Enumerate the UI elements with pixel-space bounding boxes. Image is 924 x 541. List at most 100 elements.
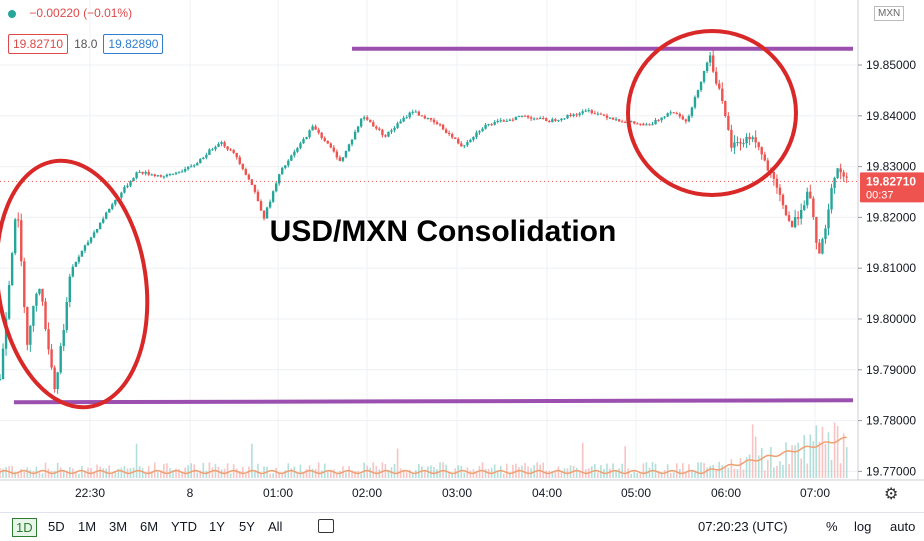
candle-body [475, 132, 478, 137]
volume-bar [797, 442, 799, 478]
timeframe-5y[interactable]: 5Y [239, 519, 255, 534]
volume-bar [475, 471, 478, 478]
volume-bar [697, 462, 699, 478]
candle-body [177, 172, 181, 174]
utc-clock[interactable]: 07:20:23 (UTC) [698, 519, 788, 534]
candle-body [711, 55, 715, 72]
volume-bar [785, 442, 787, 478]
volume-bar [284, 470, 287, 478]
volume-bar [694, 470, 696, 478]
volume-bar [527, 466, 529, 478]
timeframe-1y[interactable]: 1Y [209, 519, 225, 534]
candle-body [220, 142, 223, 144]
volume-bar [682, 463, 684, 478]
gear-icon[interactable]: ⚙ [884, 486, 899, 503]
candle-body [815, 217, 818, 243]
candle-body [372, 122, 375, 127]
volume-bar [93, 473, 95, 478]
volume-bar [806, 463, 809, 478]
candle-body [699, 81, 703, 91]
candle-body [89, 237, 93, 243]
volume-bar [773, 467, 775, 478]
candle-body [7, 284, 11, 319]
volume-bar [405, 472, 408, 478]
candle-body [120, 192, 123, 198]
candle-body [65, 302, 68, 331]
bid-button[interactable]: 19.82710 [8, 34, 69, 54]
candle-body [396, 123, 399, 128]
candle-body [639, 123, 642, 125]
timeframe-1d[interactable]: 1D [12, 518, 37, 537]
volume-bar [208, 462, 211, 478]
auto-toggle[interactable]: auto [890, 519, 916, 534]
volume-bar [630, 473, 633, 478]
price-scale [858, 0, 924, 480]
candle-body [423, 116, 427, 119]
volume-bar [818, 441, 821, 478]
candle-body [101, 218, 105, 223]
volume-bar [114, 471, 117, 478]
timeframe-all[interactable]: All [268, 519, 283, 534]
volume-bar [521, 465, 523, 478]
candle-body [171, 173, 175, 175]
x-tick-label: 06:00 [711, 486, 741, 500]
timeframe-3m[interactable]: 3M [109, 519, 128, 534]
x-tick-label: 03:00 [442, 486, 472, 500]
candle-body [651, 124, 654, 126]
candle-body [329, 143, 332, 148]
volume-bar [99, 466, 101, 478]
support-line [13, 398, 854, 405]
calendar-icon[interactable] [318, 519, 334, 533]
volume-bar [117, 468, 120, 478]
candle-body [708, 55, 712, 63]
log-toggle[interactable]: log [854, 519, 872, 534]
ask-button[interactable]: 19.82890 [103, 34, 164, 54]
timeframe-6m[interactable]: 6M [140, 519, 159, 534]
candle-body [359, 118, 363, 127]
volume-bar [636, 473, 639, 478]
candle-body [123, 187, 126, 193]
candle-body [587, 110, 590, 112]
volume-bar [845, 447, 848, 478]
candle-body [554, 119, 557, 121]
candle-body [284, 165, 287, 168]
volume-bar [748, 454, 751, 478]
candle-body [690, 107, 694, 117]
volume-bar [251, 443, 253, 478]
volume-bar [609, 468, 611, 478]
candle-body [775, 178, 779, 188]
timeframe-ytd[interactable]: YTD [171, 519, 197, 534]
y-tick-label: 19.85000 [866, 58, 916, 72]
volume-bar [754, 436, 757, 478]
volume-bar [329, 469, 332, 478]
candle-body [20, 220, 23, 262]
candle-body [590, 110, 593, 114]
volume-bar [333, 469, 335, 478]
volume-bar [639, 473, 642, 478]
volume-bar [833, 422, 836, 478]
volume-bar [150, 471, 153, 478]
volume-bar [178, 469, 180, 478]
timeframe-5d[interactable]: 5D [48, 519, 65, 534]
candle-body [648, 124, 651, 126]
candle-body [205, 154, 208, 158]
volume-bar [163, 464, 165, 478]
volume-bar [363, 462, 365, 478]
timeframe-1m[interactable]: 1M [78, 519, 97, 534]
volume-bar [211, 467, 214, 478]
volume-bar [691, 470, 693, 478]
volume-bar [839, 463, 842, 478]
candle-body [41, 288, 44, 302]
volume-bar [399, 468, 402, 478]
volume-bar [11, 465, 13, 478]
candle-body [502, 120, 505, 122]
candle-body [696, 90, 700, 98]
volume-bar [408, 469, 411, 478]
volume-bar [53, 470, 56, 478]
candle-body [229, 149, 232, 151]
percent-toggle[interactable]: % [826, 519, 838, 534]
candle-body [356, 126, 360, 132]
annotation-circle-right [626, 29, 798, 197]
candle-body [390, 130, 393, 132]
